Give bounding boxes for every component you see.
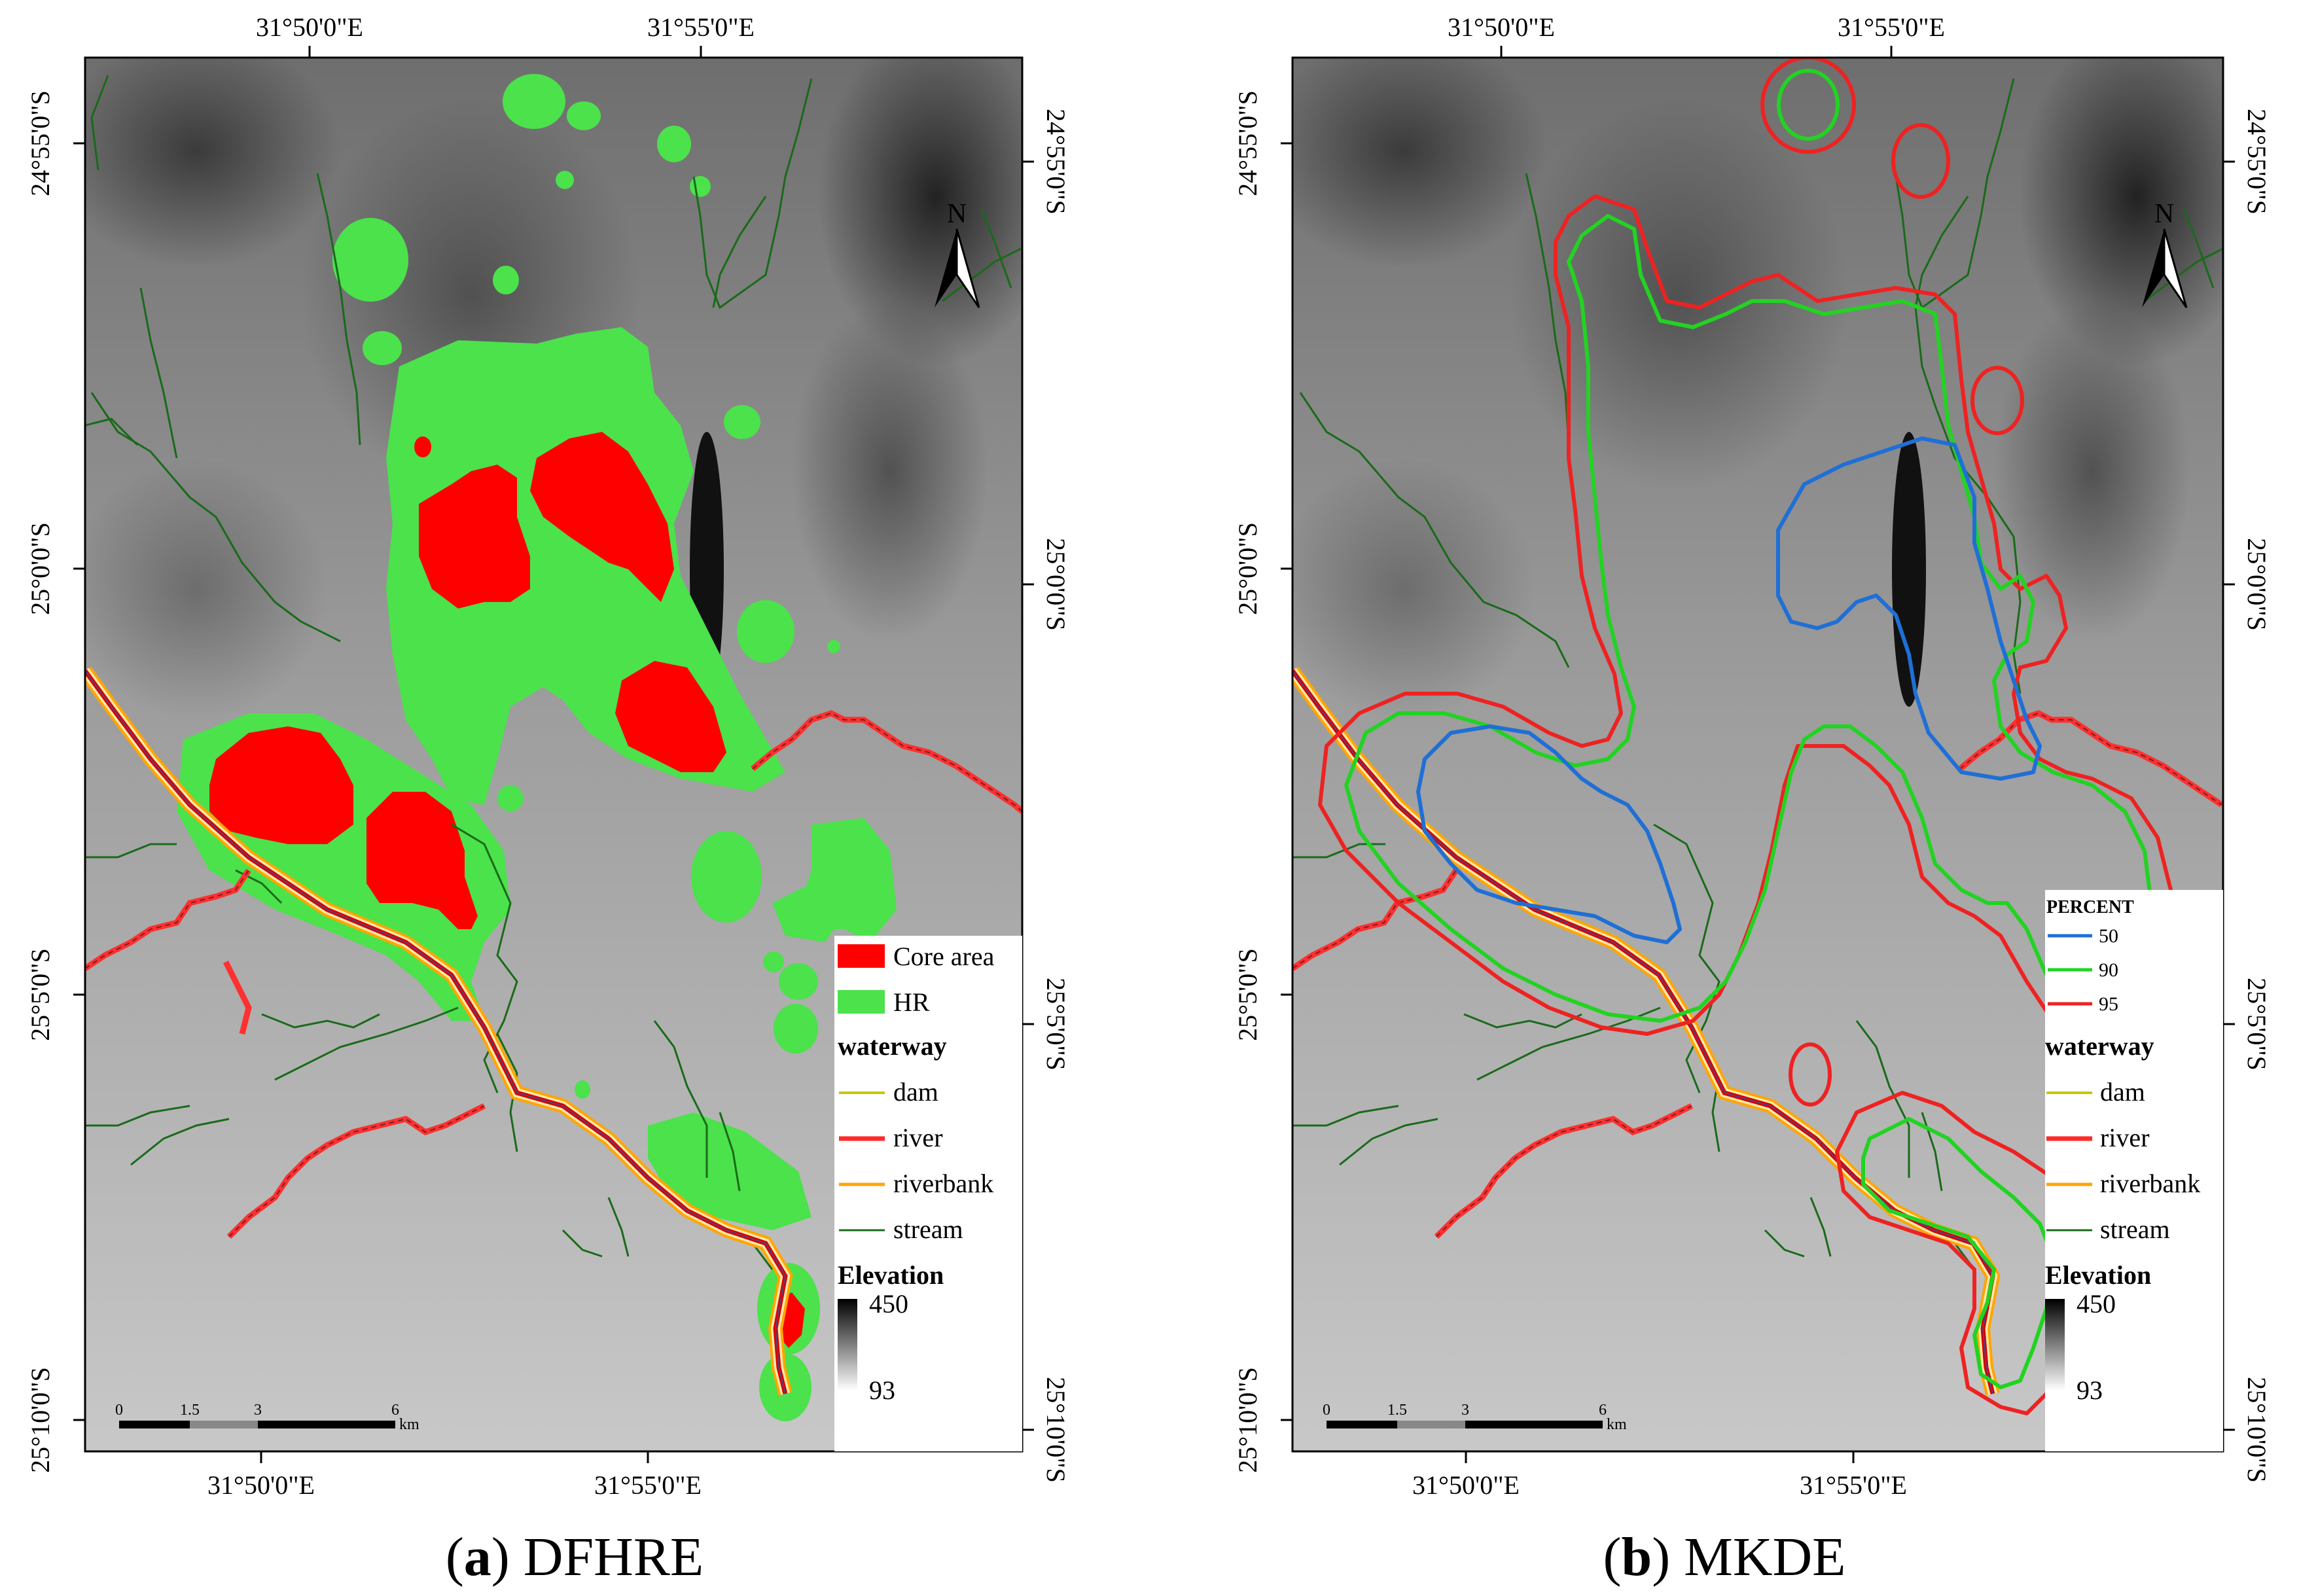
legend-swatch-hr bbox=[838, 990, 885, 1014]
right-lat-label-3: 25°5'0"S bbox=[2242, 978, 2272, 1071]
scale-tick-1: 1.5 bbox=[1387, 1402, 1407, 1419]
right-lat-label-1: 24°55'0"S bbox=[2242, 109, 2272, 215]
left-lat-label-2: 25°0'0"S bbox=[26, 522, 55, 615]
bottom-lon-label-2: 31°55'0"E bbox=[1800, 1470, 1907, 1500]
legend-label-riverbank: riverbank bbox=[893, 1169, 993, 1198]
main-river bbox=[85, 666, 793, 1396]
main-river bbox=[1292, 666, 2001, 1396]
coordinate-labels: 31°50'0"E 31°55'0"E 31°50'0"E 31°55'0"E … bbox=[1233, 12, 2272, 1500]
tributary-rivers bbox=[1292, 710, 2223, 1239]
contour-50 bbox=[1416, 436, 2042, 944]
left-lat-label-1: 24°55'0"S bbox=[26, 90, 55, 196]
left-lat-label-1: 24°55'0"S bbox=[1233, 90, 1262, 196]
bottom-lon-label-2: 31°55'0"E bbox=[594, 1470, 702, 1500]
map-frame bbox=[1291, 56, 2224, 1453]
legend-elevation-min: 93 bbox=[2076, 1375, 2103, 1405]
legend: PERCENT 50 90 95 waterway dam river rive… bbox=[2045, 890, 2223, 1451]
right-lat-label-1: 24°55'0"S bbox=[1041, 109, 1071, 215]
scale-tick-2: 3 bbox=[1461, 1402, 1469, 1419]
legend-waterway-title: waterway bbox=[838, 1031, 947, 1061]
legend-elevation-max: 450 bbox=[2076, 1289, 2116, 1319]
scale-bar: 0 1.5 3 6 km bbox=[115, 1402, 419, 1433]
left-lat-label-4: 25°10'0"S bbox=[1233, 1367, 1262, 1473]
scale-tick-0: 0 bbox=[115, 1402, 123, 1419]
panel-mkde: 31°50'0"E 31°55'0"E 31°50'0"E 31°55'0"E … bbox=[1150, 0, 2299, 1596]
legend-label-dam: dam bbox=[893, 1077, 938, 1107]
graticule-ticks bbox=[73, 46, 1034, 1463]
legend-label-90: 90 bbox=[2099, 959, 2118, 981]
graticule-ticks bbox=[1281, 46, 2235, 1463]
top-lon-label-2: 31°55'0"E bbox=[647, 12, 755, 42]
legend-label-stream: stream bbox=[893, 1215, 963, 1244]
caption-a: (a) DFHRE bbox=[445, 1527, 704, 1587]
legend-elevation-max: 450 bbox=[869, 1289, 908, 1319]
legend-percent-title: PERCENT bbox=[2046, 897, 2134, 917]
left-lat-label-3: 25°5'0"S bbox=[1233, 948, 1262, 1041]
right-lat-label-2: 25°0'0"S bbox=[1041, 538, 1071, 631]
left-lat-label-3: 25°5'0"S bbox=[26, 948, 55, 1041]
right-lat-label-3: 25°5'0"S bbox=[1041, 978, 1071, 1071]
legend-swatch-core-area bbox=[838, 944, 885, 968]
bottom-lon-label-1: 31°50'0"E bbox=[1412, 1470, 1520, 1500]
north-arrow-icon: N bbox=[935, 199, 980, 308]
scale-unit: km bbox=[399, 1416, 419, 1433]
kde-contours bbox=[1318, 58, 2179, 1415]
coordinate-labels: 31°50'0"E 31°55'0"E 31°50'0"E 31°55'0"E … bbox=[26, 12, 1071, 1500]
legend-label-riverbank: riverbank bbox=[2100, 1169, 2200, 1198]
contour-95 bbox=[1318, 58, 2179, 1415]
legend-elevation-min: 93 bbox=[869, 1375, 895, 1405]
contour-90 bbox=[1344, 69, 2153, 1389]
caption-text: DFHRE bbox=[523, 1527, 704, 1587]
north-label: N bbox=[2154, 199, 2174, 229]
stream-layer bbox=[85, 75, 1022, 1270]
top-lon-label-1: 31°50'0"E bbox=[256, 12, 363, 42]
caption-letter: a bbox=[463, 1527, 491, 1587]
north-label: N bbox=[947, 199, 967, 229]
legend-label-dam: dam bbox=[2100, 1077, 2145, 1107]
legend-elevation-title: Elevation bbox=[2045, 1260, 2151, 1290]
scale-tick-0: 0 bbox=[1323, 1402, 1330, 1419]
legend-label-core-area: Core area bbox=[893, 942, 995, 971]
caption-text: MKDE bbox=[1684, 1527, 1846, 1587]
stream-layer bbox=[1292, 78, 2223, 1270]
left-lat-label-4: 25°10'0"S bbox=[26, 1367, 55, 1473]
legend-label-50: 50 bbox=[2099, 925, 2118, 947]
map-mkde: 31°50'0"E 31°55'0"E 31°50'0"E 31°55'0"E … bbox=[1233, 12, 2272, 1500]
tributary-rivers bbox=[85, 710, 1022, 1239]
scale-unit: km bbox=[1607, 1416, 1627, 1433]
top-lon-label-1: 31°50'0"E bbox=[1448, 12, 1555, 42]
legend-waterway-title: waterway bbox=[2045, 1031, 2154, 1061]
scale-tick-3: 6 bbox=[391, 1402, 399, 1419]
legend-label-95: 95 bbox=[2099, 993, 2118, 1015]
legend: Core area HR waterway dam river riverban… bbox=[834, 936, 1022, 1451]
scale-tick-2: 3 bbox=[254, 1402, 262, 1419]
north-arrow-icon: N bbox=[2142, 199, 2188, 308]
bottom-lon-label-1: 31°50'0"E bbox=[207, 1470, 315, 1500]
map-frame bbox=[84, 56, 1024, 1453]
legend-label-river: river bbox=[893, 1123, 943, 1152]
legend-elevation-ramp bbox=[2045, 1299, 2065, 1391]
caption-letter: b bbox=[1621, 1527, 1652, 1587]
legend-label-hr: HR bbox=[893, 987, 930, 1017]
legend-elevation-title: Elevation bbox=[838, 1260, 944, 1290]
caption-b: (b) MKDE bbox=[1603, 1527, 1846, 1587]
top-lon-label-2: 31°55'0"E bbox=[1838, 12, 1945, 42]
legend-label-river: river bbox=[2100, 1123, 2150, 1152]
left-lat-label-2: 25°0'0"S bbox=[1233, 522, 1262, 615]
scale-tick-1: 1.5 bbox=[180, 1402, 200, 1419]
legend-elevation-ramp bbox=[838, 1299, 857, 1391]
right-lat-label-2: 25°0'0"S bbox=[2242, 538, 2272, 631]
panel-dfhre: 31°50'0"E 31°55'0"E 31°50'0"E 31°55'0"E … bbox=[0, 0, 1149, 1596]
right-lat-label-4: 25°10'0"S bbox=[1041, 1377, 1071, 1483]
elevation-raster bbox=[1292, 58, 2223, 1451]
core-area-layer bbox=[209, 432, 805, 1348]
right-lat-label-4: 25°10'0"S bbox=[2242, 1377, 2272, 1483]
scale-bar: 0 1.5 3 6 km bbox=[1323, 1402, 1627, 1433]
legend-label-stream: stream bbox=[2100, 1215, 2170, 1244]
map-dfhre: 31°50'0"E 31°55'0"E 31°50'0"E 31°55'0"E … bbox=[26, 12, 1071, 1500]
scale-tick-3: 6 bbox=[1599, 1402, 1607, 1419]
